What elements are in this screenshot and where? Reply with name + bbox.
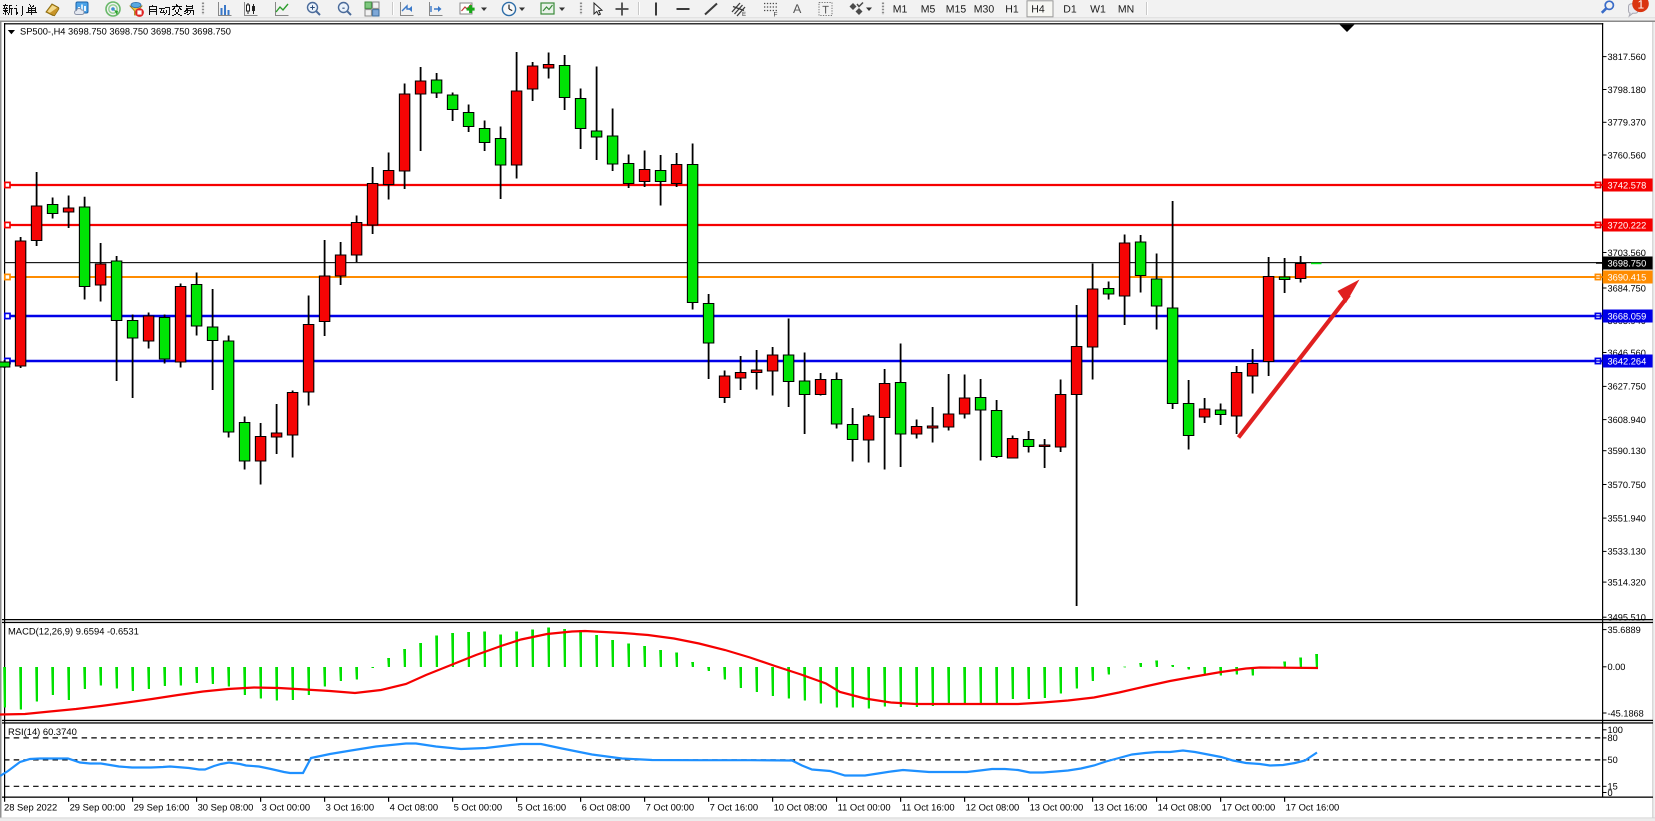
- svg-text:D1: D1: [1063, 4, 1077, 16]
- svg-text:3570.750: 3570.750: [1608, 480, 1646, 490]
- svg-text:-: -: [342, 2, 345, 12]
- svg-text:T: T: [822, 5, 829, 17]
- svg-text:3760.560: 3760.560: [1608, 150, 1646, 160]
- svg-text:3720.222: 3720.222: [1608, 220, 1647, 230]
- svg-text:3642.264: 3642.264: [1608, 356, 1647, 366]
- svg-text:3608.940: 3608.940: [1608, 415, 1646, 425]
- svg-text:+: +: [310, 2, 315, 12]
- svg-text:M15: M15: [946, 4, 967, 16]
- svg-text:3690.415: 3690.415: [1608, 272, 1647, 282]
- svg-text:29 Sep 16:00: 29 Sep 16:00: [134, 802, 190, 813]
- svg-text:3779.370: 3779.370: [1608, 118, 1646, 128]
- svg-text:3817.560: 3817.560: [1608, 52, 1646, 62]
- svg-text:F: F: [774, 12, 778, 19]
- svg-text:5 Oct 16:00: 5 Oct 16:00: [518, 802, 566, 813]
- svg-text:28 Sep 2022: 28 Sep 2022: [4, 802, 57, 813]
- svg-text:3514.320: 3514.320: [1608, 577, 1646, 587]
- svg-text:35.6889: 35.6889: [1608, 625, 1641, 635]
- svg-text:7 Oct 16:00: 7 Oct 16:00: [710, 802, 758, 813]
- svg-text:3684.750: 3684.750: [1608, 283, 1646, 293]
- svg-text:3 Oct 00:00: 3 Oct 00:00: [262, 802, 310, 813]
- svg-text:10 Oct 08:00: 10 Oct 08:00: [774, 802, 828, 813]
- svg-text:MN: MN: [1118, 4, 1134, 16]
- svg-text:17 Oct 16:00: 17 Oct 16:00: [1286, 802, 1340, 813]
- svg-text:-45.1868: -45.1868: [1608, 708, 1644, 718]
- svg-text:3742.578: 3742.578: [1608, 180, 1647, 190]
- svg-text:3 Oct 16:00: 3 Oct 16:00: [326, 802, 374, 813]
- svg-text:29 Sep 00:00: 29 Sep 00:00: [70, 802, 126, 813]
- svg-text:RSI(14) 60.3740: RSI(14) 60.3740: [8, 726, 77, 737]
- svg-text:13 Oct 00:00: 13 Oct 00:00: [1030, 802, 1084, 813]
- svg-text:A: A: [793, 2, 802, 16]
- svg-text:MACD(12,26,9) 9.6594 -0.6531: MACD(12,26,9) 9.6594 -0.6531: [8, 626, 139, 637]
- svg-text:11 Oct 00:00: 11 Oct 00:00: [838, 802, 891, 813]
- svg-text:H4: H4: [1031, 4, 1045, 16]
- svg-text:5 Oct 00:00: 5 Oct 00:00: [454, 802, 502, 813]
- svg-text:W1: W1: [1090, 4, 1106, 16]
- svg-text:3646.560: 3646.560: [1608, 348, 1646, 358]
- svg-text:1: 1: [1637, 0, 1644, 12]
- svg-text:0: 0: [1608, 788, 1613, 798]
- svg-text:3551.940: 3551.940: [1608, 513, 1646, 523]
- svg-text:M30: M30: [974, 4, 995, 16]
- svg-text:12 Oct 08:00: 12 Oct 08:00: [966, 802, 1020, 813]
- svg-text:M5: M5: [921, 4, 936, 16]
- svg-text:M1: M1: [893, 4, 908, 16]
- svg-text:100: 100: [1608, 725, 1623, 735]
- svg-text:3590.130: 3590.130: [1608, 446, 1646, 456]
- svg-text:80: 80: [1608, 733, 1618, 743]
- svg-text:3798.180: 3798.180: [1608, 85, 1646, 95]
- svg-text:30 Sep 08:00: 30 Sep 08:00: [198, 802, 254, 813]
- svg-text:3703.560: 3703.560: [1608, 248, 1646, 258]
- svg-text:4 Oct 08:00: 4 Oct 08:00: [390, 802, 438, 813]
- svg-text:3668.059: 3668.059: [1608, 311, 1647, 321]
- svg-text:7 Oct 00:00: 7 Oct 00:00: [646, 802, 694, 813]
- svg-text:13 Oct 16:00: 13 Oct 16:00: [1094, 802, 1148, 813]
- svg-text:17 Oct 00:00: 17 Oct 00:00: [1222, 802, 1276, 813]
- svg-text:3495.510: 3495.510: [1608, 613, 1646, 623]
- svg-text:3698.750: 3698.750: [1608, 258, 1647, 268]
- svg-text:11 Oct 16:00: 11 Oct 16:00: [902, 802, 955, 813]
- svg-text:15: 15: [1608, 782, 1618, 792]
- svg-text:0.00: 0.00: [1608, 662, 1626, 672]
- svg-text:SP500-,H4 3698.750 3698.750 3: SP500-,H4 3698.750 3698.750 3698.750 369…: [20, 27, 231, 37]
- svg-text:14 Oct 08:00: 14 Oct 08:00: [1158, 802, 1212, 813]
- svg-text:E: E: [742, 11, 746, 18]
- svg-text:H1: H1: [1005, 4, 1019, 16]
- svg-text:6 Oct 08:00: 6 Oct 08:00: [582, 802, 630, 813]
- svg-text:3627.750: 3627.750: [1608, 382, 1646, 392]
- svg-text:50: 50: [1608, 755, 1618, 765]
- svg-text:3533.130: 3533.130: [1608, 547, 1646, 557]
